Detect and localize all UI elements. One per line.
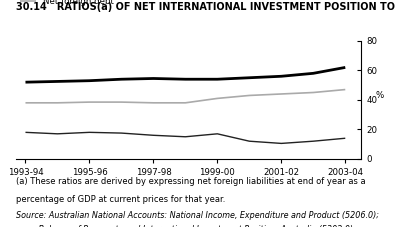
Net foreign equity <box>119 132 124 134</box>
Net foreign equity <box>279 142 284 145</box>
Net foreign equity <box>215 132 220 135</box>
Net foreign debt <box>23 101 28 104</box>
Net foreign equity <box>87 131 92 134</box>
Text: (a) These ratios are derived by expressing net foreign liabilities at end of yea: (a) These ratios are derived by expressi… <box>16 177 366 186</box>
Net foreign debt <box>119 101 124 104</box>
Net foreign debt <box>311 91 316 94</box>
Net foreign equity <box>55 132 60 135</box>
Net international investment position <box>215 78 220 81</box>
Net international investment position <box>279 75 284 78</box>
Net international investment position <box>55 80 60 83</box>
Net foreign equity <box>23 131 28 134</box>
Net international investment position <box>23 81 28 84</box>
Net international investment position <box>119 78 124 81</box>
Net foreign debt <box>279 93 284 95</box>
Net international investment position <box>151 77 156 80</box>
Text: 30.14   RATIOS(a) OF NET INTERNATIONAL INVESTMENT POSITION TO GDP: 30.14 RATIOS(a) OF NET INTERNATIONAL INV… <box>16 2 397 12</box>
Net international investment position <box>87 79 92 82</box>
Net foreign equity <box>183 135 188 138</box>
Net foreign debt <box>87 101 92 104</box>
Net foreign debt <box>343 88 348 91</box>
Y-axis label: %: % <box>376 91 384 100</box>
Net foreign equity <box>311 140 316 143</box>
Net foreign equity <box>247 140 252 143</box>
Text: percentage of GDP at current prices for that year.: percentage of GDP at current prices for … <box>16 195 225 204</box>
Line: Net foreign equity: Net foreign equity <box>25 132 345 143</box>
Net foreign debt <box>55 101 60 104</box>
Line: Net foreign debt: Net foreign debt <box>25 89 345 103</box>
Text: Balance of Payments and International Investment Position, Australia (5302.0).: Balance of Payments and International In… <box>16 225 355 227</box>
Text: Source: Australian National Accounts: National Income, Expenditure and Product (: Source: Australian National Accounts: Na… <box>16 211 379 220</box>
Net international investment position <box>247 76 252 79</box>
Net foreign debt <box>151 101 156 104</box>
Legend: Net international investment position, Net foreign equity, Net foreign debt: Net international investment position, N… <box>20 0 204 6</box>
Net international investment position <box>183 78 188 81</box>
Net foreign equity <box>151 134 156 137</box>
Net international investment position <box>311 72 316 75</box>
Net foreign debt <box>215 97 220 100</box>
Net foreign equity <box>343 137 348 140</box>
Line: Net international investment position: Net international investment position <box>25 67 345 82</box>
Net foreign debt <box>183 101 188 104</box>
Net foreign debt <box>247 94 252 97</box>
Net international investment position <box>343 66 348 69</box>
